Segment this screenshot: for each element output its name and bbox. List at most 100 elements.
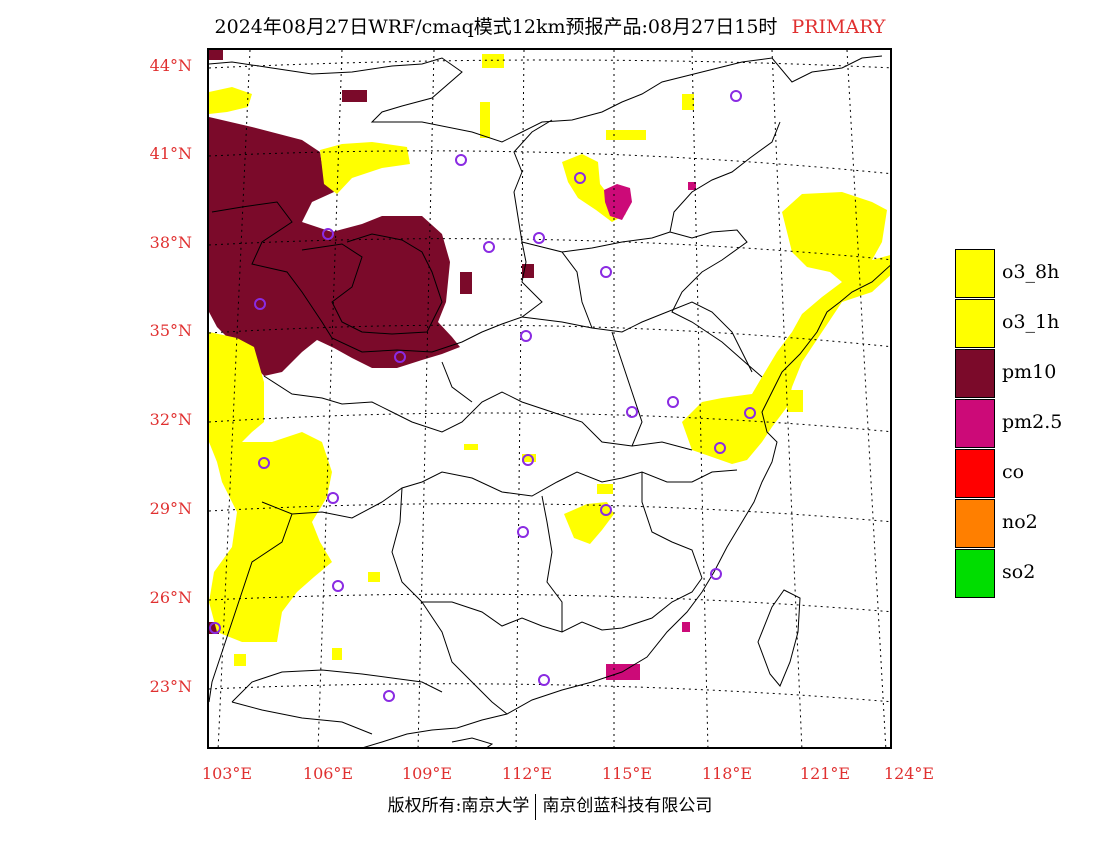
map-canvas[interactable] bbox=[209, 50, 892, 749]
o3-patch bbox=[234, 654, 246, 666]
pm25-patch bbox=[688, 182, 696, 190]
legend-swatch bbox=[955, 249, 995, 298]
o3-patch bbox=[368, 572, 380, 582]
lat-label-26: 26°N bbox=[149, 588, 192, 607]
legend-swatch bbox=[955, 349, 995, 398]
pm25-beijing-tianjin bbox=[604, 184, 632, 220]
station-marker[interactable] bbox=[574, 172, 586, 184]
coastline-bohai bbox=[669, 121, 781, 378]
lon-label-103: 103°E bbox=[201, 764, 253, 783]
parallel-32n bbox=[209, 412, 890, 433]
station-marker[interactable] bbox=[383, 690, 395, 702]
copyright-footer: 版权所有:南京大学 南京创蓝科技有限公司 bbox=[0, 791, 1100, 820]
station-marker[interactable] bbox=[714, 442, 726, 454]
map-title: 2024年08月27日WRF/cmaq模式12km预报产品:08月27日15时 P… bbox=[0, 12, 1100, 39]
boundaries bbox=[209, 55, 890, 747]
pm25-guangzhou bbox=[606, 664, 640, 680]
station-marker[interactable] bbox=[254, 298, 266, 310]
pm10-patch bbox=[460, 272, 472, 294]
province-border bbox=[441, 361, 473, 403]
station-markers bbox=[209, 90, 756, 702]
title-text: 2024年08月27日WRF/cmaq模式12km预报产品:08月27日15时 bbox=[214, 16, 778, 38]
province-border bbox=[421, 601, 508, 715]
legend-swatch bbox=[955, 299, 995, 348]
station-marker[interactable] bbox=[483, 241, 495, 253]
o3-northwest-fringe bbox=[209, 87, 252, 114]
province-border bbox=[231, 669, 443, 703]
province-border bbox=[521, 301, 753, 373]
o3-patch bbox=[332, 648, 342, 660]
province-border bbox=[231, 701, 373, 735]
lon-label-121: 121°E bbox=[799, 764, 851, 783]
meridian-118e bbox=[691, 50, 709, 747]
legend-item-pm10: pm10 bbox=[955, 349, 1085, 399]
coastline bbox=[363, 264, 890, 747]
pm10-patch bbox=[342, 90, 367, 102]
station-marker[interactable] bbox=[533, 232, 545, 244]
o3-east-coast-region bbox=[682, 192, 890, 464]
legend-item-o3-8h: o3_8h bbox=[955, 249, 1085, 299]
station-marker[interactable] bbox=[455, 154, 467, 166]
legend-swatch bbox=[955, 549, 995, 598]
legend-label: pm2.5 bbox=[1002, 411, 1063, 433]
lon-label-124: 124°E bbox=[883, 764, 935, 783]
o3-patch bbox=[482, 54, 504, 68]
o3-central-patch bbox=[564, 502, 614, 544]
o3-patch bbox=[606, 130, 646, 140]
taiwan-outline bbox=[757, 589, 801, 687]
legend-swatch bbox=[955, 499, 995, 548]
lat-label-41: 41°N bbox=[149, 144, 192, 163]
pm25-patch bbox=[682, 622, 690, 632]
station-marker[interactable] bbox=[517, 526, 529, 538]
station-marker[interactable] bbox=[322, 228, 334, 240]
lat-label-38: 38°N bbox=[149, 233, 192, 252]
legend-label: no2 bbox=[1002, 511, 1038, 533]
station-marker[interactable] bbox=[730, 90, 742, 102]
map-panel[interactable] bbox=[207, 48, 892, 749]
station-marker[interactable] bbox=[520, 330, 532, 342]
lat-label-29: 29°N bbox=[149, 499, 192, 518]
pm10-patch bbox=[209, 622, 219, 634]
station-marker[interactable] bbox=[538, 674, 550, 686]
station-marker[interactable] bbox=[327, 492, 339, 504]
province-border bbox=[611, 331, 643, 447]
graticule bbox=[209, 50, 890, 747]
primary-tag: PRIMARY bbox=[791, 16, 886, 38]
footer-divider bbox=[535, 793, 537, 820]
province-border bbox=[263, 375, 693, 451]
province-border bbox=[301, 233, 443, 335]
legend-swatch bbox=[955, 399, 995, 448]
province-border bbox=[521, 241, 593, 329]
o3-patch bbox=[682, 94, 694, 110]
legend-item-o3-1h: o3_1h bbox=[955, 299, 1085, 349]
province-border bbox=[261, 469, 738, 519]
station-marker[interactable] bbox=[209, 622, 221, 634]
station-marker[interactable] bbox=[667, 396, 679, 408]
province-border bbox=[211, 119, 553, 353]
station-marker[interactable] bbox=[626, 406, 638, 418]
hainan-coast bbox=[451, 737, 494, 747]
station-marker[interactable] bbox=[600, 266, 612, 278]
pm10-northwest-region bbox=[209, 117, 460, 376]
station-marker[interactable] bbox=[394, 351, 406, 363]
copyright-company: 南京创蓝科技有限公司 bbox=[542, 796, 713, 816]
lon-label-112: 112°E bbox=[501, 764, 553, 783]
legend-item-co: co bbox=[955, 449, 1085, 499]
parallel-26n bbox=[209, 593, 890, 613]
meridian-109e bbox=[417, 50, 435, 747]
province-border bbox=[391, 487, 703, 633]
station-marker[interactable] bbox=[710, 568, 722, 580]
pm25-regions bbox=[604, 182, 696, 680]
station-marker[interactable] bbox=[332, 580, 344, 592]
station-marker[interactable] bbox=[600, 504, 612, 516]
station-marker[interactable] bbox=[744, 407, 756, 419]
lon-label-106: 106°E bbox=[302, 764, 354, 783]
lat-label-44: 44°N bbox=[149, 56, 192, 75]
parallel-41n bbox=[209, 150, 890, 175]
legend-label: co bbox=[1002, 461, 1025, 483]
station-marker[interactable] bbox=[522, 454, 534, 466]
station-marker[interactable] bbox=[258, 457, 270, 469]
province-border bbox=[209, 513, 293, 703]
lon-label-118: 118°E bbox=[701, 764, 753, 783]
meridian-124e bbox=[846, 50, 887, 747]
